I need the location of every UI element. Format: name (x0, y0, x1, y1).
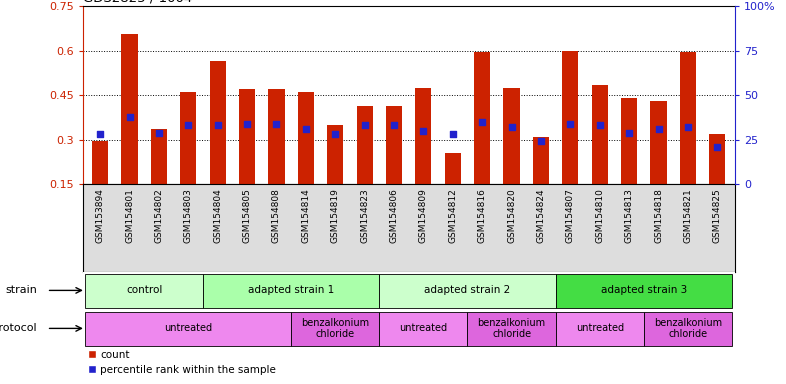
Bar (298, 92, 314, 184)
FancyBboxPatch shape (86, 312, 291, 346)
Text: GSM154809: GSM154809 (419, 189, 428, 243)
Bar (239, 89, 255, 184)
Bar (504, 88, 520, 184)
Text: GSM154819: GSM154819 (331, 189, 340, 243)
Bar (533, 137, 549, 184)
Bar (592, 85, 608, 184)
Text: GSM154805: GSM154805 (243, 189, 252, 243)
Bar (386, 106, 402, 184)
Point (711, 144, 724, 150)
Text: GSM154812: GSM154812 (448, 189, 457, 243)
Point (623, 129, 635, 136)
Text: untreated: untreated (575, 323, 624, 333)
Text: GSM154814: GSM154814 (301, 189, 310, 243)
Text: adapted strain 3: adapted strain 3 (601, 285, 687, 295)
Bar (680, 52, 696, 184)
Text: GSM154824: GSM154824 (537, 189, 545, 243)
Point (417, 128, 430, 134)
Text: GSM154807: GSM154807 (566, 189, 575, 243)
Point (329, 131, 342, 137)
Text: GSM153894: GSM153894 (96, 189, 105, 243)
Bar (445, 153, 461, 184)
Text: GSM154820: GSM154820 (507, 189, 516, 243)
Point (211, 122, 224, 129)
Bar (92, 141, 108, 184)
Text: GSM154804: GSM154804 (213, 189, 222, 243)
FancyBboxPatch shape (556, 312, 644, 346)
FancyBboxPatch shape (556, 274, 732, 308)
Bar (474, 52, 490, 184)
Bar (151, 129, 167, 184)
Text: GSM154806: GSM154806 (390, 189, 399, 243)
Point (387, 122, 400, 129)
FancyBboxPatch shape (468, 312, 556, 346)
Text: adapted strain 1: adapted strain 1 (248, 285, 334, 295)
Point (123, 113, 136, 119)
Bar (415, 88, 432, 184)
Text: GSM154818: GSM154818 (654, 189, 663, 243)
Bar (210, 61, 226, 184)
Text: untreated: untreated (164, 323, 212, 333)
FancyBboxPatch shape (380, 312, 468, 346)
Text: control: control (126, 285, 163, 295)
Text: GSM154825: GSM154825 (713, 189, 722, 243)
Text: GSM154813: GSM154813 (625, 189, 634, 243)
Point (241, 121, 253, 127)
Text: GSM154808: GSM154808 (272, 189, 281, 243)
Bar (651, 101, 667, 184)
Point (182, 122, 195, 129)
Point (94, 131, 106, 137)
FancyBboxPatch shape (291, 312, 380, 346)
Text: GSM154803: GSM154803 (184, 189, 193, 243)
Point (652, 126, 665, 132)
Bar (268, 89, 285, 184)
Text: GSM154810: GSM154810 (595, 189, 604, 243)
Point (593, 122, 606, 129)
Point (534, 138, 547, 144)
Bar (709, 134, 725, 184)
Text: benzalkonium
chloride: benzalkonium chloride (478, 318, 545, 339)
Point (152, 129, 165, 136)
FancyBboxPatch shape (86, 274, 203, 308)
Text: adapted strain 2: adapted strain 2 (424, 285, 511, 295)
Legend: count, percentile rank within the sample: count, percentile rank within the sample (88, 350, 276, 375)
Point (446, 131, 459, 137)
Point (564, 121, 577, 127)
Point (681, 124, 694, 130)
Bar (357, 106, 373, 184)
Text: GSM154801: GSM154801 (125, 189, 134, 243)
Text: growth protocol: growth protocol (0, 323, 37, 333)
Bar (621, 98, 637, 184)
Text: GSM154802: GSM154802 (154, 189, 163, 243)
FancyBboxPatch shape (644, 312, 732, 346)
Text: benzalkonium
chloride: benzalkonium chloride (301, 318, 369, 339)
Point (270, 121, 283, 127)
Text: GSM154823: GSM154823 (360, 189, 369, 243)
Text: untreated: untreated (399, 323, 447, 333)
Bar (122, 34, 138, 184)
Point (505, 124, 518, 130)
Text: strain: strain (5, 285, 37, 295)
FancyBboxPatch shape (380, 274, 556, 308)
FancyBboxPatch shape (203, 274, 380, 308)
Text: benzalkonium
chloride: benzalkonium chloride (654, 318, 722, 339)
Text: GSM154821: GSM154821 (683, 189, 692, 243)
Point (358, 122, 371, 129)
Bar (180, 92, 196, 184)
Bar (562, 51, 578, 184)
Bar (327, 125, 343, 184)
Text: GSM154816: GSM154816 (478, 189, 487, 243)
Text: GDS2825 / 1004: GDS2825 / 1004 (83, 0, 192, 5)
Point (299, 126, 312, 132)
Point (476, 119, 488, 125)
